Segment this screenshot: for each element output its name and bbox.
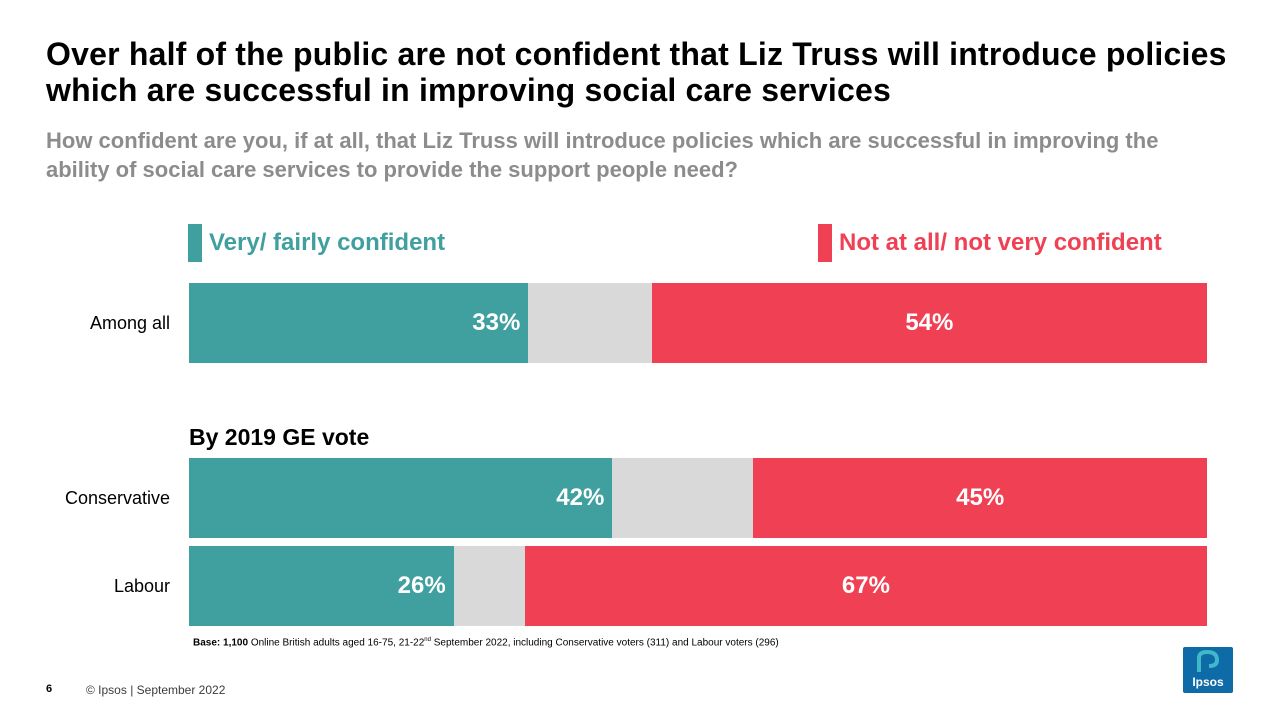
legend-label-positive: Very/ fairly confident [209, 229, 446, 256]
legend-swatch-positive [188, 224, 202, 262]
bar-conservative-pos: 42% [189, 458, 613, 538]
category-label-labour: Labour [113, 576, 170, 596]
bar-among-all-pos: 33% [189, 283, 529, 363]
legend-negative: Not at all/ not very confident [818, 224, 1162, 262]
bar-among-all-neg: 54% [651, 283, 1207, 363]
bar-row-among-all: 33% 54% [189, 283, 1207, 363]
legend-positive: Very/ fairly confident [188, 224, 445, 262]
base-note: Base: 1,100 Online British adults aged 1… [193, 637, 779, 648]
ipsos-logo: Ipsos [1183, 647, 1233, 693]
base-note-text-a: Online British adults aged 16-75, 21-22 [248, 637, 425, 649]
base-note-sup: nd [424, 637, 431, 643]
page-title: Over half of the public are not confiden… [46, 36, 1227, 108]
bar-labour-neu [453, 546, 525, 626]
bar-among-all-neu [528, 283, 652, 363]
logo-text: Ipsos [1192, 675, 1224, 689]
page-number: 6 [46, 683, 53, 695]
data-label-labour-neg: 67% [841, 572, 890, 599]
bar-conservative-neu [612, 458, 754, 538]
legend-label-negative: Not at all/ not very confident [839, 229, 1162, 256]
data-label-labour-pos: 26% [397, 572, 446, 599]
category-label-among-all: Among all [89, 313, 170, 333]
bar-row-labour: 26% 67% [189, 546, 1207, 626]
data-label-among-all-neg: 54% [905, 309, 954, 336]
data-label-conservative-pos: 42% [556, 484, 605, 511]
base-note-lead: Base: 1,100 [193, 637, 249, 649]
question-subtitle: How confident are you, if at all, that L… [46, 128, 1159, 182]
logo-mark-icon [1197, 650, 1220, 672]
bar-conservative-neg: 45% [753, 458, 1207, 538]
bar-labour-pos: 26% [189, 546, 454, 626]
data-label-among-all-pos: 33% [472, 309, 521, 336]
footer-copyright: © Ipsos | September 2022 [86, 683, 226, 697]
base-note-text-b: September 2022, including Conservative v… [430, 637, 779, 649]
legend-swatch-negative [818, 224, 832, 262]
bar-labour-neg: 67% [524, 546, 1207, 626]
category-label-conservative: Conservative [64, 488, 170, 508]
bar-row-conservative: 42% 45% [189, 458, 1207, 538]
data-label-conservative-neg: 45% [956, 484, 1005, 511]
section-label: By 2019 GE vote [189, 424, 370, 450]
